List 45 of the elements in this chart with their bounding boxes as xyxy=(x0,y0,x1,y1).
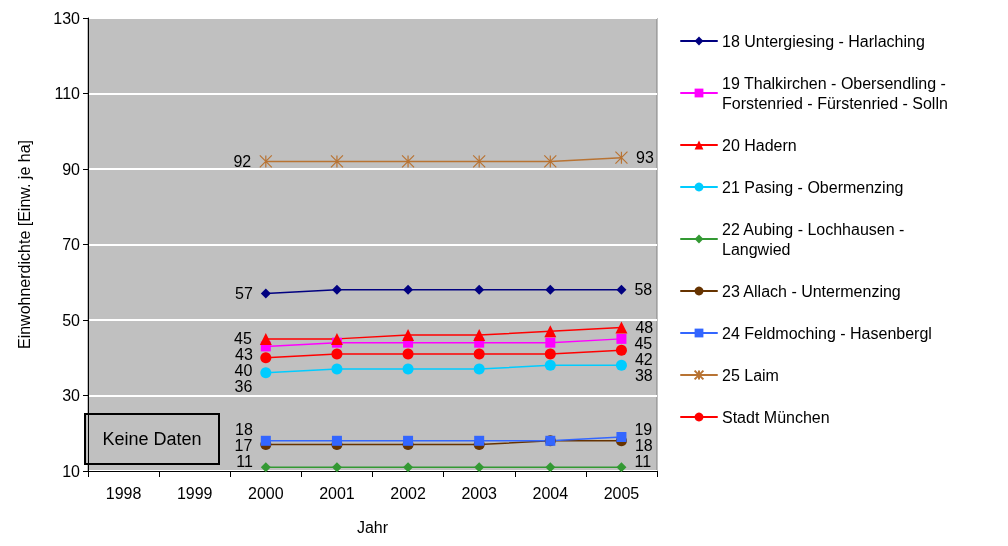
x-tick-label: 2003 xyxy=(461,484,498,502)
annotation: Keine Daten xyxy=(102,429,202,449)
y-tick-label: 90 xyxy=(62,160,81,178)
legend-label: 25 Laim xyxy=(722,366,779,384)
data-label: 42 xyxy=(634,351,653,369)
data-label: 38 xyxy=(634,367,653,385)
data-label: 57 xyxy=(235,285,253,303)
y-tick-label: 130 xyxy=(53,9,81,27)
data-label: 17 xyxy=(234,436,253,454)
y-tick-label: 30 xyxy=(62,387,81,404)
legend-label: 21 Pasing - Obermenzing xyxy=(722,178,904,196)
data-label: 92 xyxy=(233,152,252,170)
data-label: 48 xyxy=(635,319,654,337)
x-tick-label: 2000 xyxy=(248,484,284,502)
data-label: 11 xyxy=(634,452,652,470)
data-label: 19 xyxy=(634,420,653,438)
y-tick-label: 70 xyxy=(62,236,81,253)
x-tick-label: 1999 xyxy=(176,484,213,502)
data-label: 11 xyxy=(236,452,253,470)
data-label: 36 xyxy=(234,378,253,396)
data-label: 18 xyxy=(235,420,253,438)
legend-label: 22 Aubing - Lochhausen - Langwied xyxy=(722,220,909,258)
x-axis-title: Jahr xyxy=(356,518,389,536)
data-label: 43 xyxy=(235,346,253,364)
x-tick-label: 1998 xyxy=(105,484,142,502)
x-tick-label: 2004 xyxy=(532,484,569,502)
data-label: 93 xyxy=(636,149,654,167)
x-tick-label: 2002 xyxy=(390,484,426,502)
data-label: 45 xyxy=(634,335,653,353)
legend-label: 20 Hadern xyxy=(722,136,797,154)
data-label: 18 xyxy=(634,436,653,454)
legend-label: 23 Allach - Untermenzing xyxy=(722,282,901,300)
y-tick-label: 10 xyxy=(62,462,81,480)
y-axis-title: Einwohnerdichte [Einw. je ha] xyxy=(15,139,33,350)
x-tick-label: 2001 xyxy=(319,484,355,502)
data-label: 58 xyxy=(634,281,653,299)
legend-label: 24 Feldmoching - Hasenbergl xyxy=(722,324,932,342)
data-label: 40 xyxy=(234,362,253,380)
y-tick-label: 50 xyxy=(62,311,81,329)
data-label: 45 xyxy=(234,330,252,348)
legend-label: Stadt München xyxy=(722,408,830,426)
legend-label: 19 Thalkirchen - Obersendling - Forstenried - Fürstenried - Solln xyxy=(722,74,951,112)
legend-label: 18 Untergiesing - Harlaching xyxy=(722,32,925,50)
y-tick-label: 110 xyxy=(54,85,81,102)
x-tick-label: 2005 xyxy=(603,484,640,502)
